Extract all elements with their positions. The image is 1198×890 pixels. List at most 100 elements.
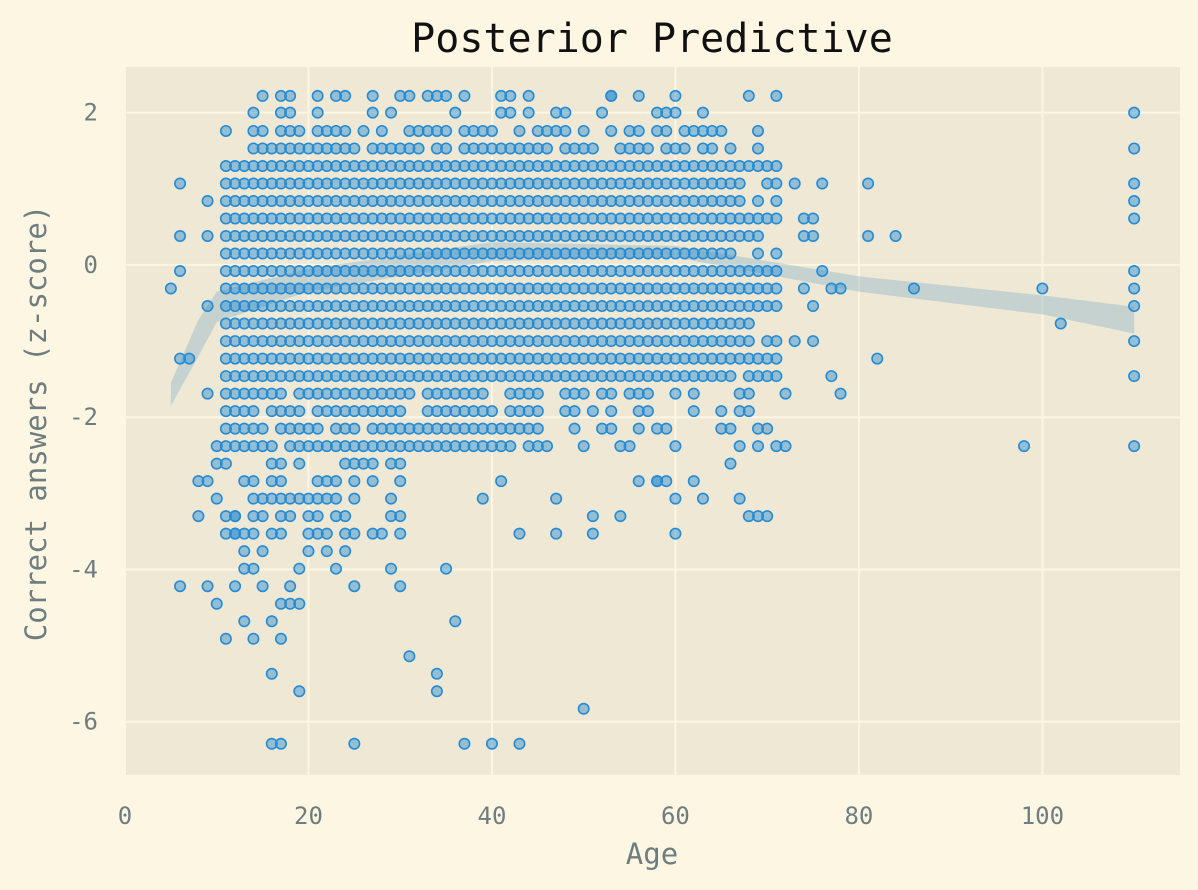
data-point [531, 177, 544, 190]
data-point [440, 247, 453, 260]
data-point [660, 212, 673, 225]
data-point [577, 352, 590, 365]
data-point [751, 124, 764, 137]
data-point [247, 265, 260, 278]
data-point [293, 177, 306, 190]
data-point [366, 194, 379, 207]
data-point [641, 387, 654, 400]
data-point [504, 422, 517, 435]
data-point [256, 247, 269, 260]
data-point [742, 212, 755, 225]
data-point [862, 177, 875, 190]
data-point [375, 247, 388, 260]
data-point [293, 230, 306, 243]
data-point [715, 177, 728, 190]
data-point [385, 352, 398, 365]
data-point [320, 230, 333, 243]
data-point [274, 737, 287, 750]
data-point [770, 265, 783, 278]
data-point [568, 282, 581, 295]
data-point [605, 405, 618, 418]
data-point [605, 282, 618, 295]
data-point [467, 247, 480, 260]
data-point [229, 317, 242, 330]
data-point [623, 300, 636, 313]
data-point [605, 247, 618, 260]
data-point [724, 142, 737, 155]
data-point [476, 370, 489, 383]
data-point [733, 265, 746, 278]
data-point [394, 177, 407, 190]
data-point [385, 212, 398, 225]
data-point [724, 230, 737, 243]
data-point [421, 405, 434, 418]
data-point [586, 300, 599, 313]
data-point [311, 405, 324, 418]
data-point [430, 335, 443, 348]
data-point [761, 282, 774, 295]
data-point [320, 247, 333, 260]
data-point [265, 265, 278, 278]
data-point [375, 159, 388, 172]
data-point [467, 142, 480, 155]
data-point [733, 352, 746, 365]
data-point [293, 159, 306, 172]
data-point [329, 562, 342, 575]
data-point [485, 282, 498, 295]
data-point [284, 422, 297, 435]
data-point [293, 352, 306, 365]
data-point [348, 230, 361, 243]
data-point [265, 475, 278, 488]
data-point [329, 492, 342, 505]
data-point [577, 317, 590, 330]
data-point [449, 335, 462, 348]
data-point [284, 440, 297, 453]
data-point [385, 230, 398, 243]
data-point [476, 405, 489, 418]
data-point [440, 194, 453, 207]
data-point [513, 177, 526, 190]
data-point [724, 282, 737, 295]
data-point [375, 440, 388, 453]
data-point [293, 405, 306, 418]
data-point [357, 370, 370, 383]
data-point [348, 370, 361, 383]
data-point [430, 352, 443, 365]
credible-band [170, 242, 1135, 406]
data-point [669, 142, 682, 155]
data-point [403, 650, 416, 663]
data-point [229, 335, 242, 348]
data-point [568, 352, 581, 365]
data-point [293, 562, 306, 575]
data-point [394, 475, 407, 488]
data-point [265, 440, 278, 453]
data-point [357, 387, 370, 400]
data-point [394, 457, 407, 470]
data-point [449, 106, 462, 119]
data-point [329, 212, 342, 225]
data-point [403, 265, 416, 278]
data-point [568, 405, 581, 418]
data-point [274, 527, 287, 540]
data-point [605, 370, 618, 383]
data-point [660, 124, 673, 137]
data-point [513, 142, 526, 155]
data-point [348, 317, 361, 330]
data-point [742, 230, 755, 243]
data-point [284, 405, 297, 418]
data-point [531, 212, 544, 225]
data-point [458, 282, 471, 295]
data-point [568, 265, 581, 278]
data-point [706, 124, 719, 137]
data-point [440, 562, 453, 575]
data-point [348, 159, 361, 172]
data-point [366, 106, 379, 119]
data-point [476, 265, 489, 278]
data-point [632, 230, 645, 243]
data-point [577, 282, 590, 295]
data-point [403, 194, 416, 207]
data-point [421, 230, 434, 243]
data-point [715, 317, 728, 330]
data-point [329, 352, 342, 365]
data-point [586, 282, 599, 295]
